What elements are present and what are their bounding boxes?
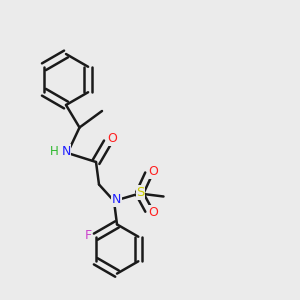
- Text: S: S: [136, 186, 145, 199]
- Text: O: O: [148, 165, 158, 178]
- Text: O: O: [107, 132, 117, 146]
- Text: F: F: [85, 229, 92, 242]
- Text: N: N: [61, 145, 71, 158]
- Text: O: O: [148, 206, 158, 219]
- Text: H: H: [50, 145, 58, 158]
- Text: N: N: [112, 193, 121, 206]
